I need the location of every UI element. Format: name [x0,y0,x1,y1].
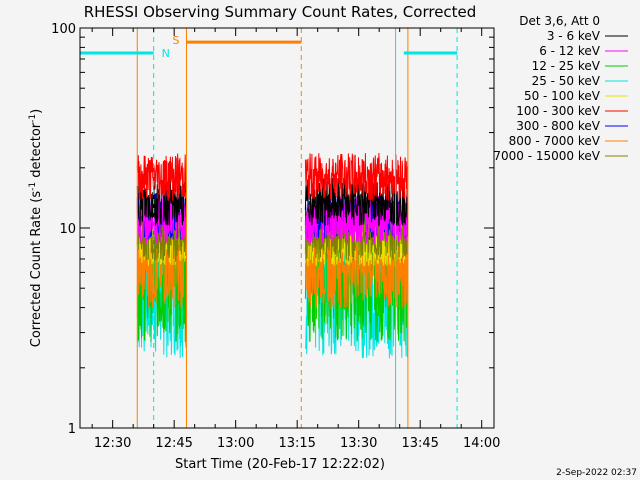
x-tick-label: 13:30 [340,436,377,451]
legend-label: 12 - 25 keV [532,59,601,73]
series-line [136,153,187,201]
legend-label: 7000 - 15000 keV [493,149,600,163]
x-tick-label: 13:15 [278,436,315,451]
axes: 12:30 12:45 13:00 13:15 13:30 13:45 14:00 1 10 10… [51,22,500,451]
series-line [304,152,409,201]
series-line [136,202,187,343]
x-tick-label: 12:30 [94,436,131,451]
y-tick-label: 100 [51,22,76,37]
footer-timestamp: 2-Sep-2022 02:37 [556,468,637,478]
saa-label: S [172,34,179,47]
chart-title: RHESSI Observing Summary Count Rates, Co… [84,3,477,21]
legend-header: Det 3,6, Att 0 [519,14,600,28]
legend-label: 100 - 300 keV [516,104,600,118]
legend-label: 800 - 7000 keV [509,134,601,148]
legend-label: 3 - 6 keV [547,29,601,43]
legend-label: 300 - 800 keV [516,119,600,133]
legend-label: 50 - 100 keV [524,89,601,103]
y-axis-label: Corrected Count Rate (s-1 detector-1) [28,109,44,347]
plot-area: NS [80,28,458,428]
x-tick-label: 14:00 [463,436,500,451]
x-axis-label: Start Time (20-Feb-17 12:22:02) [175,457,385,472]
y-tick-label: 10 [59,222,76,237]
x-tick-label: 12:45 [155,436,192,451]
x-tick-label: 13:00 [217,436,254,451]
legend-label: 6 - 12 keV [539,44,601,58]
y-tick-label: 1 [68,422,76,437]
legend-label: 25 - 50 keV [532,74,601,88]
x-tick-label: 13:45 [401,436,438,451]
night-label: N [162,47,170,60]
